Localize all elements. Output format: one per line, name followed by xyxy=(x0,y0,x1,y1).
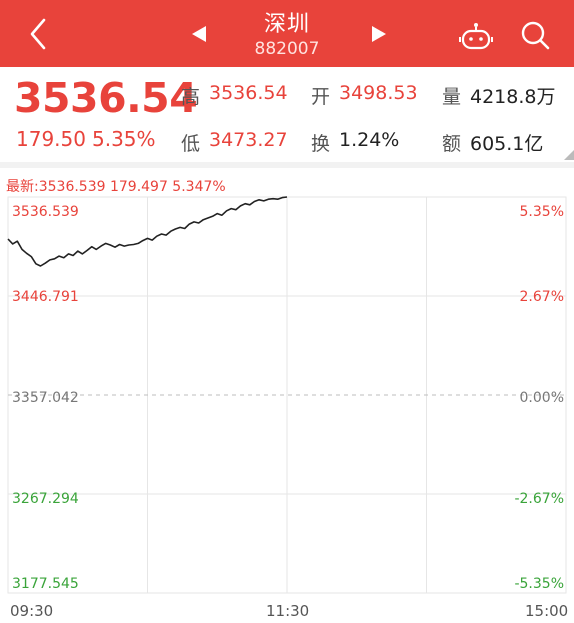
y-right-tick: -5.35% xyxy=(514,576,564,592)
back-button[interactable] xyxy=(20,14,56,54)
price-change: 179.50 xyxy=(16,127,86,151)
stock-name: 深圳 xyxy=(263,12,310,37)
turnover-label: 换 xyxy=(311,133,331,155)
amount-label: 额 xyxy=(442,133,462,155)
assistant-button[interactable] xyxy=(458,20,494,52)
price-change-pct: 5.35% xyxy=(92,127,156,151)
volume-value: 4218.8万 xyxy=(470,86,556,108)
divider xyxy=(0,162,574,168)
high-value: 3536.54 xyxy=(209,82,288,104)
robot-icon xyxy=(459,23,493,50)
back-icon xyxy=(30,18,46,50)
next-stock-button[interactable] xyxy=(366,20,392,48)
y-right-tick: 2.67% xyxy=(519,289,564,305)
y-left-tick: 3536.539 xyxy=(12,204,79,220)
intraday-chart[interactable] xyxy=(0,190,574,600)
x-tick: 15:00 xyxy=(525,602,569,620)
current-price: 3536.54 xyxy=(14,74,198,122)
title-bar: 深圳 882007 xyxy=(0,0,574,67)
y-left-tick: 3177.545 xyxy=(12,576,79,592)
high-label: 高 xyxy=(181,86,201,108)
stock-code: 882007 xyxy=(254,39,320,59)
y-right-tick: -2.67% xyxy=(514,491,564,507)
open-label: 开 xyxy=(311,86,331,108)
y-left-tick: 3357.042 xyxy=(12,390,79,406)
search-icon xyxy=(521,21,550,50)
prev-arrow-icon xyxy=(192,26,206,42)
y-right-tick: 0.00% xyxy=(519,390,564,406)
x-tick: 11:30 xyxy=(266,602,310,620)
prev-stock-button[interactable] xyxy=(186,20,212,48)
y-left-tick: 3446.791 xyxy=(12,289,79,305)
x-tick: 09:30 xyxy=(10,602,54,620)
low-label: 低 xyxy=(181,133,201,155)
volume-label: 量 xyxy=(442,86,462,108)
latest-readout: 最新:3536.539 179.497 5.347% xyxy=(6,179,226,195)
low-value: 3473.27 xyxy=(209,129,288,151)
search-button[interactable] xyxy=(518,18,552,52)
turnover-value: 1.24% xyxy=(339,129,400,151)
open-value: 3498.53 xyxy=(339,82,418,104)
expand-corner-icon[interactable] xyxy=(564,150,574,160)
next-arrow-icon xyxy=(372,26,386,42)
amount-value: 605.1亿 xyxy=(470,133,544,155)
price-line xyxy=(7,196,288,267)
y-right-tick: 5.35% xyxy=(519,204,564,220)
y-left-tick: 3267.294 xyxy=(12,491,79,507)
